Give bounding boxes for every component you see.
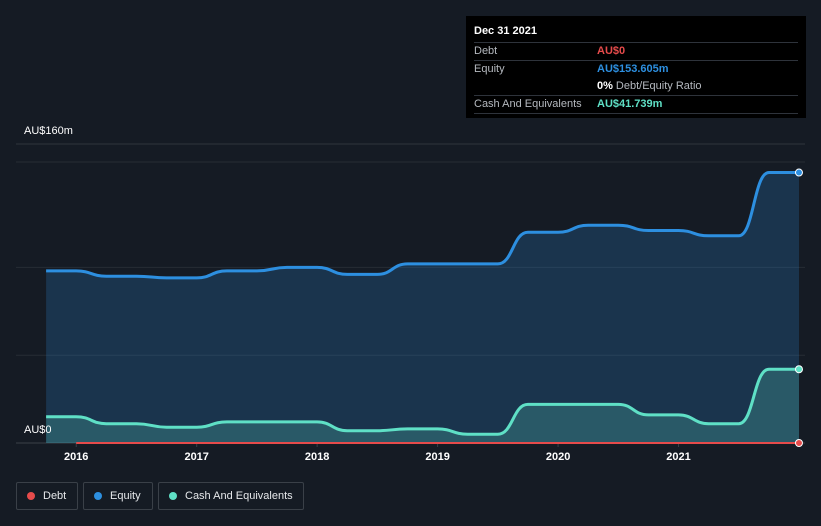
legend-equity-dot-icon [94, 492, 102, 500]
tooltip-equity-value: AU$153.605m [597, 63, 669, 75]
legend-debt-dot-icon [27, 492, 35, 500]
tooltip-debt-value: AU$0 [597, 45, 626, 57]
tooltip-cash-row: Cash And Equivalents AU$41.739m [474, 95, 798, 114]
x-tick-2017: 2017 [184, 451, 209, 463]
y-axis-bottom-label: AU$0 [24, 424, 52, 436]
cash-line [46, 367, 799, 436]
legend-cash-label: Cash And Equivalents [185, 490, 293, 502]
tooltip-debt-row: Debt AU$0 [474, 42, 798, 60]
cash-end-marker [794, 365, 803, 374]
legend-equity[interactable]: Equity [83, 482, 153, 510]
tooltip-cash-value: AU$41.739m [597, 98, 663, 110]
tooltip-debt-label: Debt [474, 45, 498, 57]
tooltip-ratio-label: Debt/Equity Ratio [615, 80, 702, 92]
tooltip-equity-label: Equity [474, 63, 505, 75]
legend-debt[interactable]: Debt [16, 482, 78, 510]
tooltip-date: Dec 31 2021 [474, 25, 537, 37]
cash-area [46, 369, 800, 443]
area-layer [46, 172, 800, 443]
equity-area [46, 172, 800, 443]
line-layer [46, 170, 799, 445]
marker-layer [794, 168, 803, 447]
tooltip-equity-row: Equity AU$153.605m [474, 60, 798, 78]
equity-end-marker [794, 168, 803, 177]
x-tick-2021: 2021 [666, 451, 691, 463]
x-tick-2020: 2020 [545, 451, 571, 463]
x-tick-2018: 2018 [304, 451, 330, 463]
legend-cash-dot-icon [169, 492, 177, 500]
x-tick-2019: 2019 [425, 451, 450, 463]
legend-equity-label: Equity [110, 490, 141, 502]
y-axis-top-label: AU$160m [24, 125, 73, 137]
equity-line [46, 170, 799, 280]
tooltip-panel: Dec 31 2021 Debt AU$0 Equity AU$153.605m… [466, 16, 806, 118]
tooltip-ratio-row: 0% Debt/Equity Ratio [474, 78, 798, 95]
legend-cash[interactable]: Cash And Equivalents [158, 482, 304, 510]
tooltip-cash-label: Cash And Equivalents [474, 98, 582, 110]
x-tick-2016: 2016 [63, 451, 89, 463]
legend-debt-label: Debt [43, 490, 67, 502]
tooltip-ratio-value: 0% [597, 80, 613, 92]
debt-end-marker [794, 439, 803, 447]
